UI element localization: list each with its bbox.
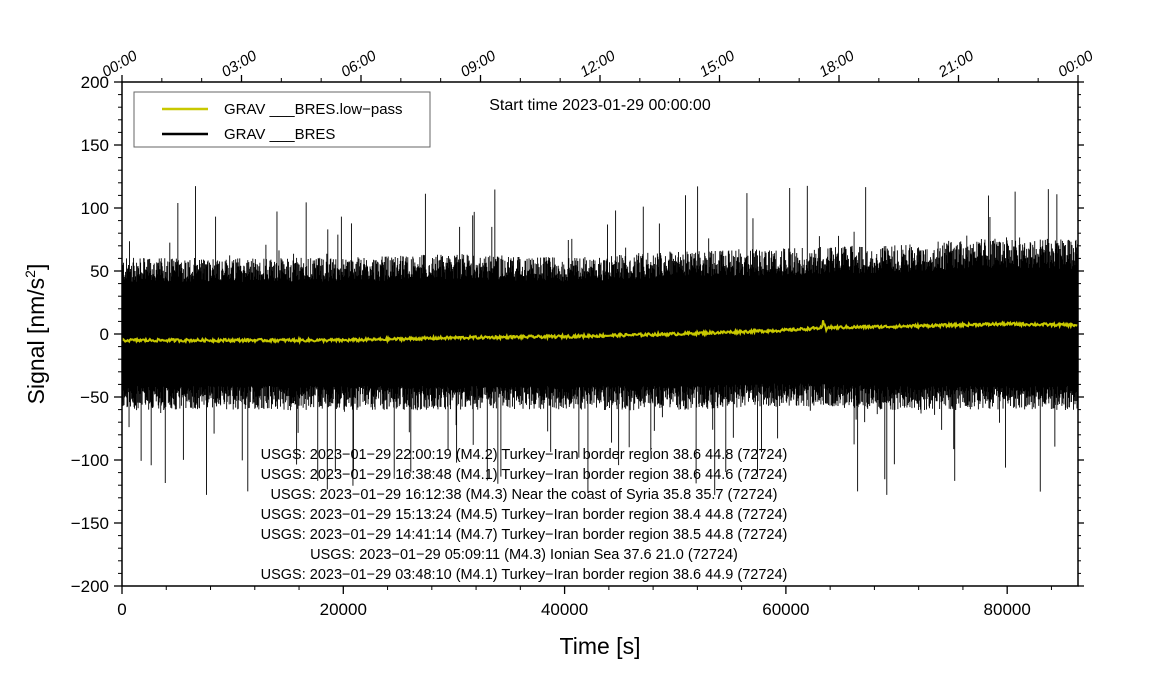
- annotation-4: USGS: 2023−01−29 14:41:14 (M4.7) Turkey−…: [261, 527, 788, 543]
- top-tick-label-2: 06:00: [338, 47, 380, 81]
- legend-box: [133, 91, 431, 148]
- start-time-label: Start time 2023-01-29 00:00:00: [489, 97, 711, 114]
- y-axis: −200 −150 −100 −50 0 50 100 150 200: [71, 73, 1084, 596]
- annotation-5: USGS: 2023−01−29 05:09:11 (M4.3) Ionian …: [310, 547, 738, 563]
- annotation-0: USGS: 2023−01−29 22:00:19 (M4.2) Turkey−…: [261, 447, 788, 463]
- top-tick-label-5: 15:00: [697, 47, 739, 81]
- series-raw-core: [122, 272, 1078, 383]
- top-tick-label-4: 12:00: [577, 47, 619, 81]
- x-tick-label-3: 60000: [762, 600, 809, 619]
- y-tick-label-4: 0: [100, 325, 109, 344]
- top-tick-label-8: 00:00: [1055, 47, 1097, 81]
- x-tick-label-4: 80000: [984, 600, 1031, 619]
- series-lowpass: [122, 320, 1078, 345]
- y-axis-title-superscript: 2: [22, 270, 38, 278]
- x-axis-title: Time [s]: [560, 633, 641, 659]
- y-tick-label-3: −50: [80, 388, 109, 407]
- y-tick-label-5: 50: [90, 262, 109, 281]
- series-layer: [122, 185, 1078, 496]
- legend-label-lowpass: GRAV ___BRES.low−pass: [224, 101, 403, 118]
- top-tick-label-7: 21:00: [935, 47, 977, 81]
- x-axis: 0 20000 40000 60000 80000: [117, 586, 1052, 619]
- top-time-axis: 00:00 03:00 06:00 09:00 12:00 15:00 18:00 21:00…: [99, 47, 1097, 82]
- y-tick-label-6: 100: [81, 199, 109, 218]
- y-axis-title-end: ]: [23, 264, 49, 270]
- annotation-1: USGS: 2023−01−29 16:38:48 (M4.1) Turkey−…: [261, 467, 788, 483]
- annotation-3: USGS: 2023−01−29 15:13:24 (M4.5) Turkey−…: [261, 507, 788, 523]
- top-tick-label-3: 09:00: [458, 47, 500, 81]
- earthquake-annotations: USGS: 2023−01−29 22:00:19 (M4.2) Turkey−…: [261, 447, 788, 583]
- y-tick-label-2: −100: [71, 451, 109, 470]
- annotation-2: USGS: 2023−01−29 16:12:38 (M4.3) Near th…: [270, 487, 777, 503]
- y-axis-title: Signal [nm/s2]: [22, 264, 49, 405]
- y-axis-title-main: Signal [nm/s: [23, 278, 49, 405]
- top-tick-label-6: 18:00: [816, 47, 858, 81]
- y-tick-label-0: −200: [71, 577, 109, 596]
- x-tick-label-1: 20000: [320, 600, 367, 619]
- legend: GRAV ___BRES.low−pass GRAV ___BRES: [133, 91, 431, 148]
- x-tick-label-2: 40000: [541, 600, 588, 619]
- y-tick-label-8: 200: [81, 73, 109, 92]
- x-tick-label-0: 0: [117, 600, 126, 619]
- y-tick-label-7: 150: [81, 136, 109, 155]
- annotation-6: USGS: 2023−01−29 03:48:10 (M4.1) Turkey−…: [261, 567, 788, 583]
- y-tick-label-1: −150: [71, 514, 109, 533]
- top-tick-label-1: 03:00: [219, 47, 261, 81]
- legend-label-raw: GRAV ___BRES: [224, 126, 335, 143]
